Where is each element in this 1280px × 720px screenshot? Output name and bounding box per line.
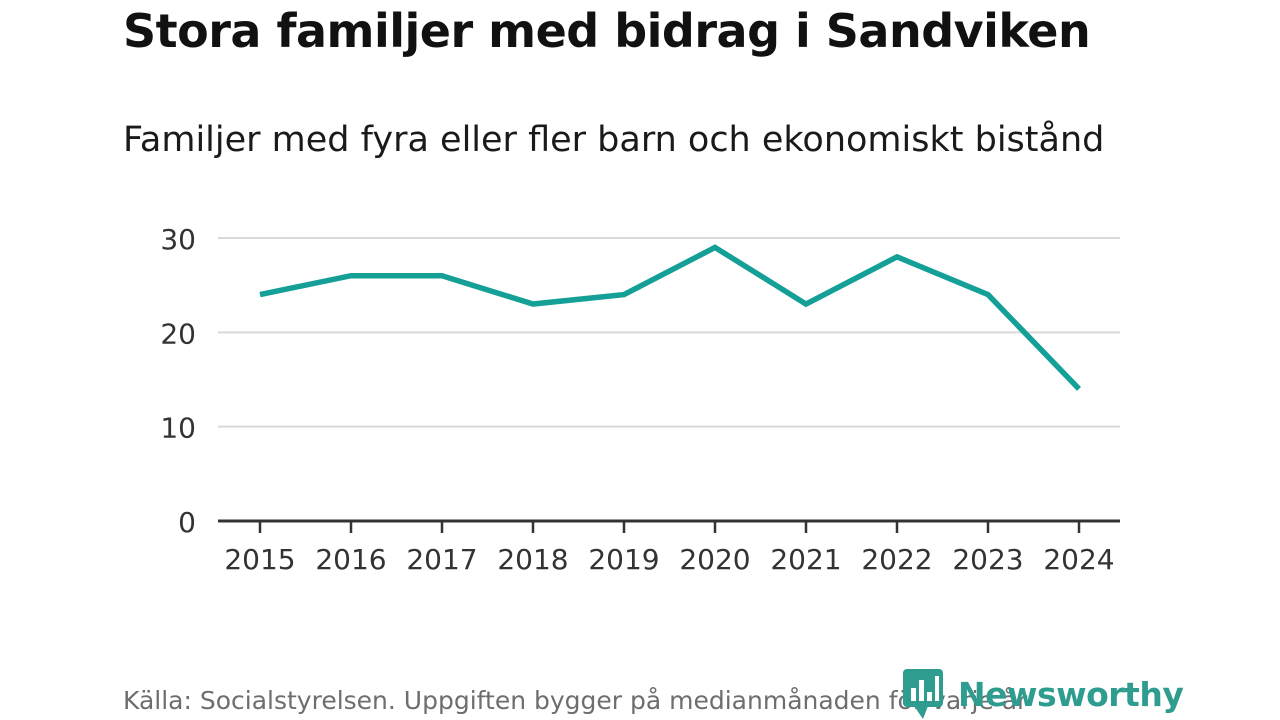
source-note: Källa: Socialstyrelsen. Uppgiften bygger… xyxy=(123,686,1028,715)
series-line-0 xyxy=(259,244,1081,391)
x-tick-label: 2018 xyxy=(497,543,568,576)
brand-name: Newsworthy xyxy=(958,674,1184,714)
x-tick-label: 2016 xyxy=(315,543,386,576)
y-tick-label: 10 xyxy=(160,412,196,445)
x-tick-label: 2019 xyxy=(588,543,659,576)
y-tick-label: 0 xyxy=(178,506,196,539)
page-title: Stora familjer med bidrag i Sandviken xyxy=(123,4,1091,58)
x-tick-label: 2024 xyxy=(1043,543,1114,576)
x-tick-label: 2022 xyxy=(861,543,932,576)
y-tick-label: 20 xyxy=(160,317,196,350)
newsworthy-logo-icon xyxy=(903,669,943,719)
x-tick-label: 2023 xyxy=(952,543,1023,576)
y-tick-label: 30 xyxy=(160,223,196,256)
x-tick-label: 2020 xyxy=(679,543,750,576)
x-tick-label: 2021 xyxy=(770,543,841,576)
brand-logo: Newsworthy xyxy=(902,668,1184,720)
chart-subtitle: Familjer med fyra eller fler barn och ek… xyxy=(123,120,1105,160)
x-tick-label: 2015 xyxy=(224,543,295,576)
x-tick-label: 2017 xyxy=(406,543,477,576)
